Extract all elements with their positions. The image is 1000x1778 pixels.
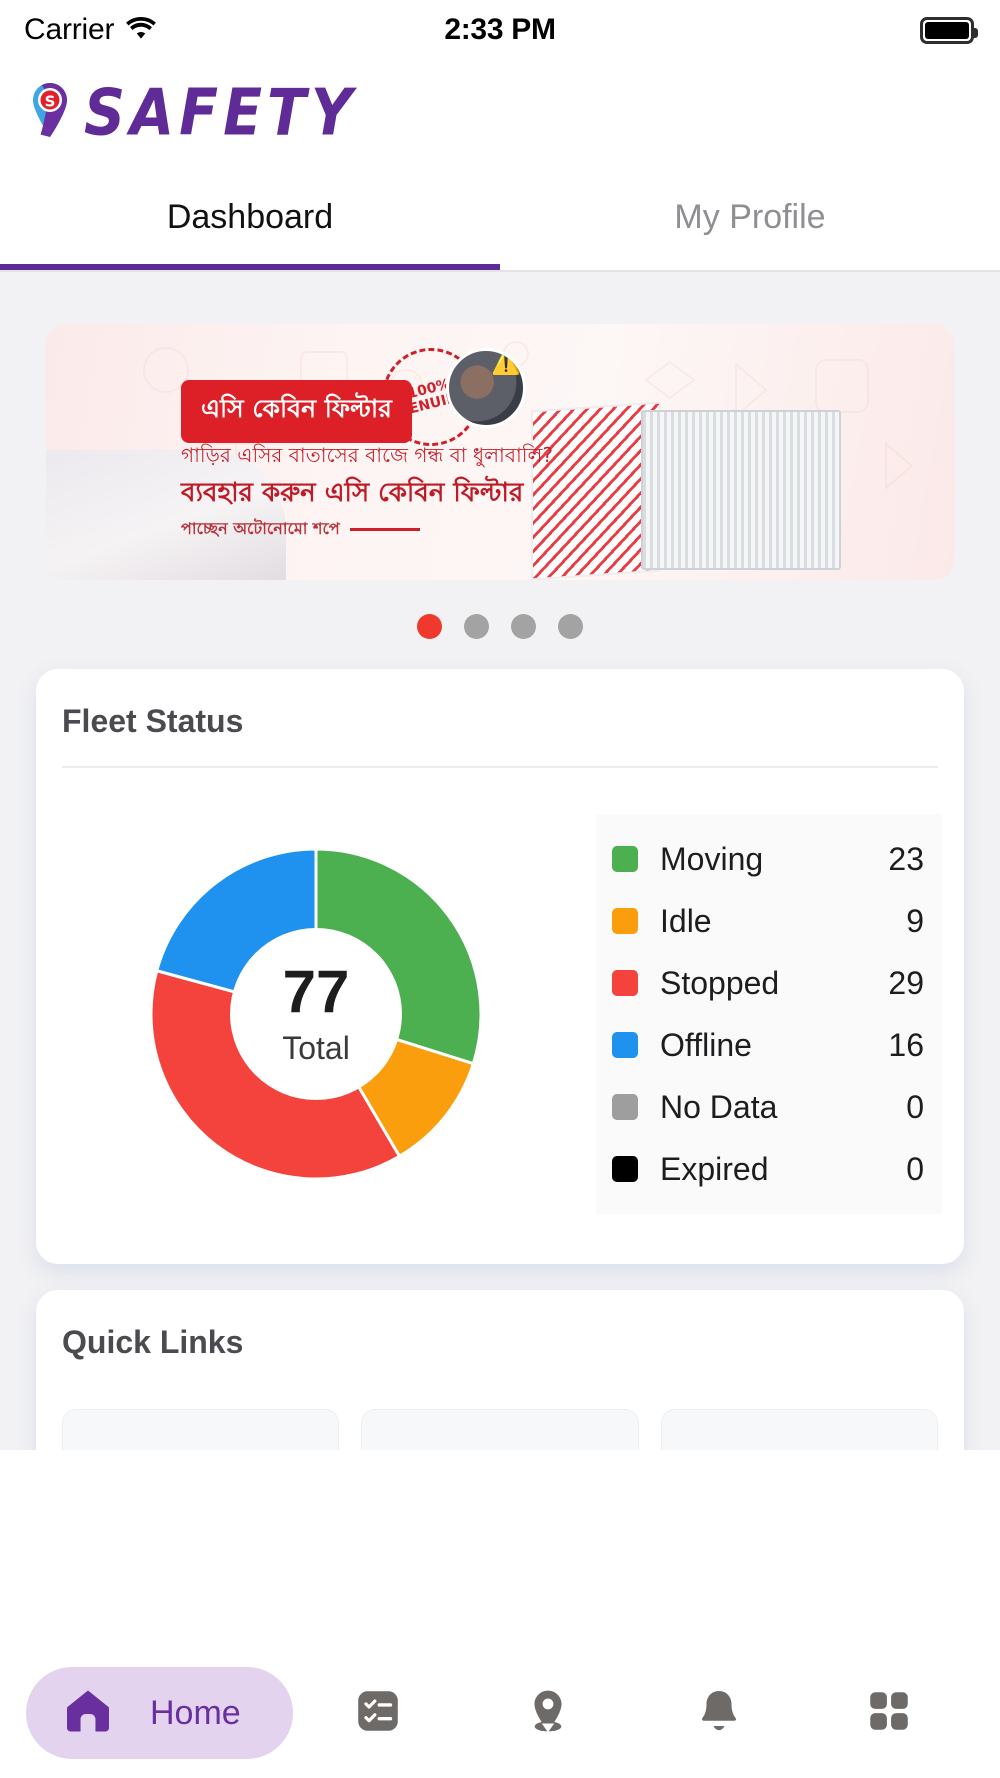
- legend-value: 0: [906, 1088, 924, 1125]
- banner-headline-1: গাড়ির এসির বাতাসের বাজে গন্ধ বা ধুলাবাল…: [181, 443, 554, 467]
- legend-label: Stopped: [660, 964, 780, 1001]
- banner-footnote: পাচ্ছেন অটোনোমো শপে: [181, 516, 420, 543]
- legend-row-idle[interactable]: Idle 9: [612, 890, 924, 952]
- map-pin-s-logo-icon: S: [30, 81, 70, 144]
- fleet-donut-chart[interactable]: 77 Total: [106, 804, 526, 1224]
- quick-links-card: Quick Links: [36, 1290, 964, 1450]
- carousel-dot-4[interactable]: [558, 614, 583, 639]
- promo-banner-wrap: 100% GENUINE ⚠️ এসি কেবিন ফিল্টার গাড়ির…: [0, 324, 1000, 580]
- legend-row-expired[interactable]: Expired 0: [612, 1138, 924, 1200]
- nav-item-home-label: Home: [150, 1693, 241, 1732]
- warning-triangle-icon: ⚠️: [491, 349, 521, 376]
- grid-apps-icon: [864, 1686, 914, 1741]
- carrier-label: Carrier: [24, 13, 115, 46]
- status-bar-right: [920, 16, 978, 44]
- legend-swatch-icon: [612, 1156, 638, 1182]
- legend-value: 29: [888, 964, 924, 1001]
- bottom-navigation[interactable]: Home: [0, 1648, 1000, 1778]
- carousel-dot-1[interactable]: [417, 614, 442, 639]
- legend-swatch-icon: [612, 846, 638, 872]
- banner-filter-element-image: [641, 410, 841, 570]
- banner-person-photo: ⚠️: [446, 348, 526, 428]
- wifi-icon: [124, 15, 158, 46]
- fleet-status-divider: [62, 766, 938, 768]
- donut-total-label: Total: [282, 1029, 350, 1066]
- tabs-divider: [0, 270, 1000, 272]
- tab-my-profile[interactable]: My Profile: [500, 165, 1000, 270]
- tab-dashboard[interactable]: Dashboard: [0, 165, 500, 270]
- donut-total-value: 77: [282, 957, 350, 1025]
- main-tabs[interactable]: Dashboard My Profile: [0, 165, 1000, 270]
- banner-footnote-rule: [349, 528, 420, 531]
- tab-my-profile-label: My Profile: [674, 198, 826, 236]
- banner-footnote-label: পাচ্ছেন অটোনোমো শপে: [181, 519, 340, 538]
- fleet-status-title: Fleet Status: [62, 703, 244, 739]
- legend-row-stopped[interactable]: Stopped 29: [612, 952, 924, 1014]
- legend-label: No Data: [660, 1088, 778, 1125]
- brand-name: SAFETY: [84, 75, 358, 150]
- legend-swatch-icon: [612, 908, 638, 934]
- quick-link-item[interactable]: [660, 1409, 938, 1450]
- bell-icon: [694, 1686, 744, 1741]
- nav-item-more[interactable]: [804, 1686, 974, 1741]
- legend-value: 16: [888, 1026, 924, 1063]
- legend-label: Offline: [660, 1026, 752, 1063]
- banner-badge-label: এসি কেবিন ফিল্টার: [181, 380, 412, 443]
- legend-swatch-icon: [612, 1032, 638, 1058]
- legend-label: Expired: [660, 1150, 769, 1187]
- dashboard-scroll-area[interactable]: 100% GENUINE ⚠️ এসি কেবিন ফিল্টার গাড়ির…: [0, 272, 1000, 1450]
- legend-row-offline[interactable]: Offline 16: [612, 1014, 924, 1076]
- banner-headline-2: ব্যবহার করুন এসি কেবিন ফিল্টার: [181, 478, 524, 508]
- tab-dashboard-label: Dashboard: [166, 198, 334, 236]
- quick-link-item[interactable]: [361, 1409, 639, 1450]
- quick-links-title: Quick Links: [62, 1324, 244, 1360]
- nav-item-tasks[interactable]: [293, 1686, 463, 1741]
- fleet-legend: Moving 23 Idle 9 Stopped 29 Offline 16 No Data 0 E…: [596, 814, 942, 1214]
- promo-banner[interactable]: 100% GENUINE ⚠️ এসি কেবিন ফিল্টার গাড়ির…: [46, 324, 954, 580]
- carousel-dots[interactable]: [0, 580, 1000, 669]
- legend-label: Moving: [660, 840, 764, 877]
- status-bar-left: Carrier: [24, 13, 158, 47]
- nav-item-notifications[interactable]: [633, 1686, 803, 1741]
- status-bar-clock: 2:33 PM: [444, 13, 556, 46]
- fleet-donut-wrap: 77 Total: [36, 804, 596, 1224]
- legend-value: 9: [906, 902, 924, 939]
- legend-value: 0: [906, 1150, 924, 1187]
- nav-item-home[interactable]: Home: [26, 1667, 293, 1759]
- battery-full-icon: [920, 16, 978, 44]
- legend-swatch-icon: [612, 970, 638, 996]
- fleet-status-body: 77 Total Moving 23 Idle 9 Stopped 29 Offline 16…: [36, 768, 964, 1264]
- app-header: S SAFETY: [0, 60, 1000, 165]
- nav-item-map[interactable]: [463, 1686, 633, 1741]
- legend-row-moving[interactable]: Moving 23: [612, 828, 924, 890]
- legend-row-no-data[interactable]: No Data 0: [612, 1076, 924, 1138]
- donut-center: 77 Total: [106, 804, 526, 1224]
- fleet-status-card: Fleet Status 77 Total Moving 23 Idle 9 Stopp…: [36, 669, 964, 1264]
- banner-car-image: [46, 450, 286, 580]
- legend-swatch-icon: [612, 1094, 638, 1120]
- home-icon: [60, 1683, 116, 1744]
- checklist-icon: [353, 1686, 403, 1741]
- brand-logo: S SAFETY: [30, 76, 357, 149]
- svg-text:S: S: [45, 93, 56, 111]
- donut-svg: [149, 847, 483, 1181]
- legend-value: 23: [888, 840, 924, 877]
- location-pin-icon: [523, 1686, 573, 1741]
- carousel-dot-3[interactable]: [511, 614, 536, 639]
- status-bar: Carrier 2:33 PM: [0, 0, 1000, 60]
- quick-link-item[interactable]: [62, 1409, 340, 1450]
- legend-label: Idle: [660, 902, 712, 939]
- quick-links-grid: [36, 1387, 964, 1450]
- carousel-dot-2[interactable]: [464, 614, 489, 639]
